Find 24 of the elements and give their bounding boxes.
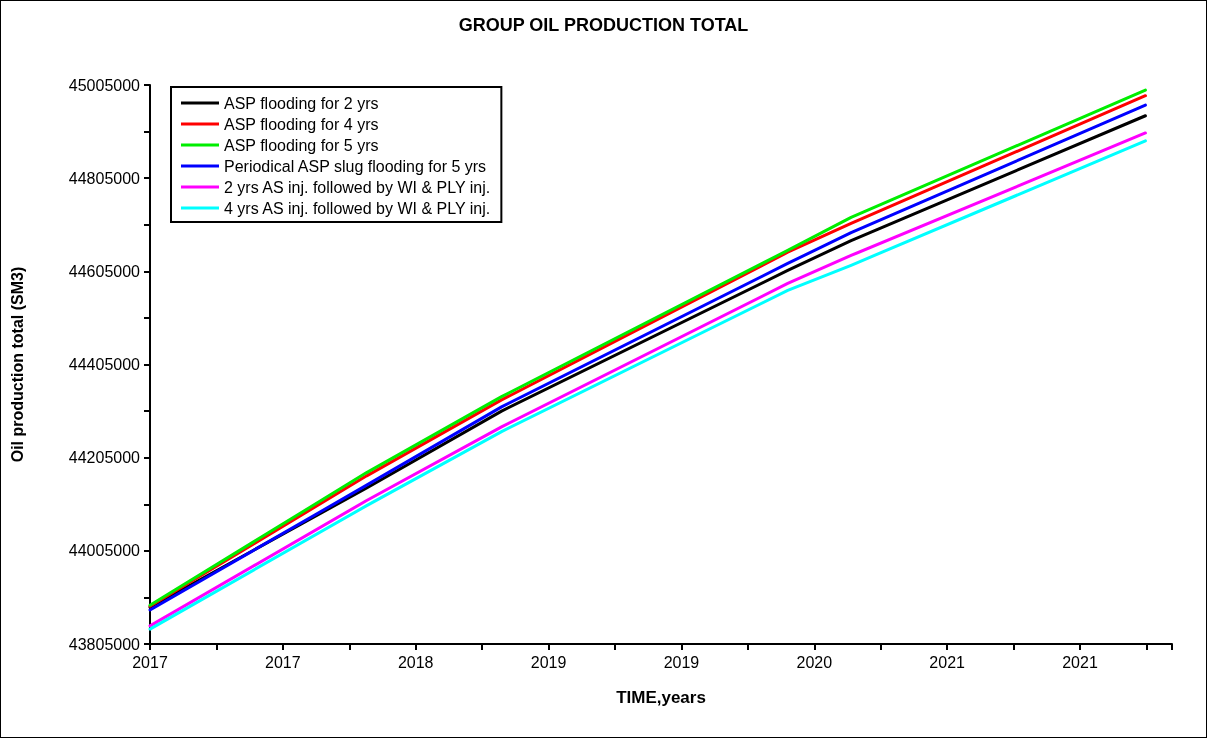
y-tick-label: 44805000 — [68, 169, 141, 187]
y-tick-label: 44205000 — [68, 449, 141, 467]
chart-title: GROUP OIL PRODUCTION TOTAL — [458, 15, 749, 35]
legend-label: 2 yrs AS inj. followed by WI & PLY inj. — [224, 178, 491, 196]
y-tick-label: 45005000 — [68, 76, 141, 94]
x-tick-label: 2018 — [397, 653, 434, 671]
y-tick-label: 43805000 — [68, 635, 141, 653]
y-tick-label: 44605000 — [68, 262, 141, 280]
x-tick-label: 2017 — [265, 653, 301, 671]
x-tick-label: 2020 — [796, 653, 833, 671]
legend-label: 4 yrs AS inj. followed by WI & PLY inj. — [224, 199, 491, 217]
x-tick-label: 2021 — [929, 653, 966, 671]
legend-label: ASP flooding for 2 yrs — [224, 94, 379, 112]
y-tick-label: 44405000 — [68, 356, 141, 373]
x-axis-title: TIME,years — [616, 688, 706, 707]
legend-label: Periodical ASP slug flooding for 5 yrs — [224, 157, 487, 175]
x-tick-label: 2019 — [663, 653, 700, 671]
legend-label: ASP flooding for 5 yrs — [224, 136, 379, 154]
x-tick-label: 2017 — [132, 653, 168, 671]
x-tick-label: 2019 — [530, 653, 567, 671]
y-tick-label: 44005000 — [68, 542, 141, 560]
legend-label: ASP flooding for 4 yrs — [224, 115, 379, 133]
x-tick-label: 2021 — [1062, 653, 1098, 671]
y-axis-title: Oil production total (SM3) — [8, 266, 26, 463]
